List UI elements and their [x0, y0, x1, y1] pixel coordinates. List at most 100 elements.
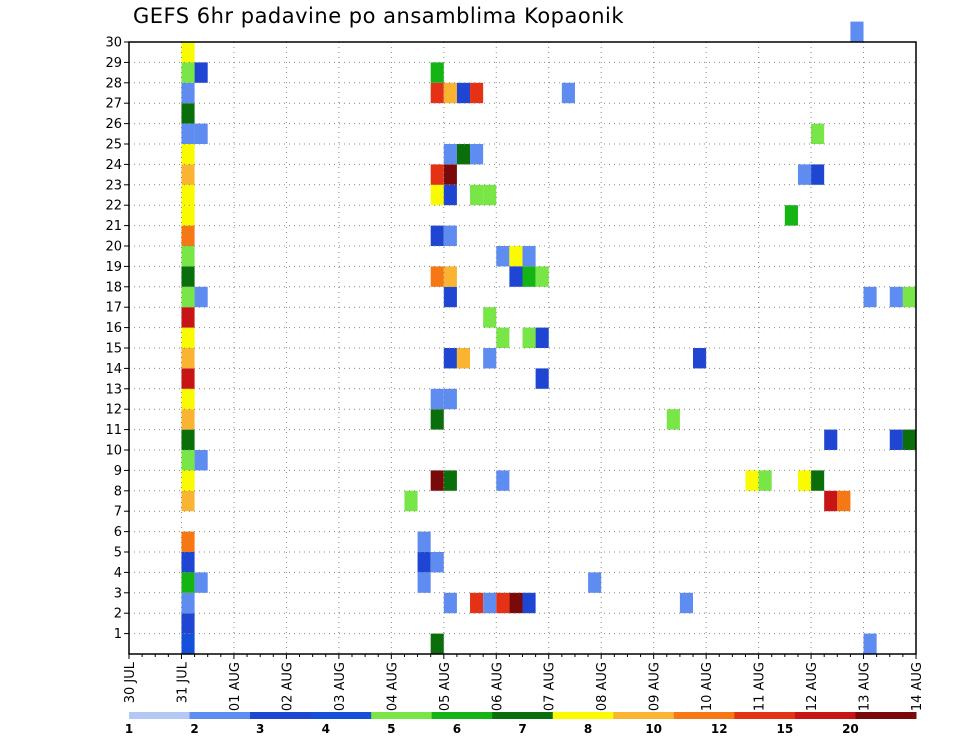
data-cell [824, 490, 838, 512]
colorbar-label: 3 [256, 722, 264, 736]
data-cell [181, 470, 195, 491]
data-cell [443, 388, 457, 410]
y-tick-label: 4 [114, 566, 122, 581]
data-cell [443, 144, 457, 165]
data-cell [181, 592, 195, 614]
x-tick-label: 30 JUL [123, 661, 138, 703]
y-tick-label: 28 [105, 76, 122, 91]
y-tick-label: 1 [114, 627, 122, 642]
data-cell [470, 592, 484, 614]
x-tick-label: 09 AUG [648, 662, 663, 711]
data-cell [181, 531, 195, 552]
data-cell [181, 307, 195, 328]
data-cell [758, 470, 772, 491]
data-cell [194, 286, 208, 308]
data-cell [194, 123, 208, 144]
data-cell [181, 633, 195, 654]
data-cell [181, 348, 195, 369]
y-tick-label: 20 [105, 240, 122, 255]
data-cell [797, 164, 812, 185]
data-cell [535, 327, 549, 348]
data-cell [863, 633, 877, 654]
data-cell [522, 246, 536, 267]
x-tick-label: 08 AUG [595, 662, 610, 711]
colorbar-segment [250, 712, 312, 719]
colorbar-segment [310, 712, 372, 719]
data-cell [181, 225, 195, 246]
data-cell [483, 307, 497, 328]
data-cell [430, 552, 444, 573]
y-tick-label: 30 [105, 36, 122, 51]
data-cell [456, 82, 471, 104]
data-cell [496, 246, 510, 267]
y-tick-label: 3 [114, 586, 122, 601]
data-cell [443, 184, 457, 206]
data-cell [811, 123, 825, 144]
data-cell [443, 266, 457, 287]
data-cell [181, 613, 195, 634]
colorbar-label: 7 [518, 722, 526, 736]
data-cell [456, 144, 471, 165]
data-cell [430, 633, 444, 654]
data-cell [181, 327, 195, 348]
colorbar-label: 1 [125, 722, 133, 736]
y-tick-label: 5 [114, 546, 122, 561]
data-cell [181, 82, 195, 104]
data-cell [194, 450, 208, 471]
y-tick-label: 22 [105, 199, 122, 214]
data-cell [181, 164, 195, 185]
colorbar-label: 4 [322, 722, 330, 736]
data-cell [181, 62, 195, 83]
colorbar-segment [189, 712, 251, 719]
data-cell [522, 327, 536, 348]
x-tick-label: 05 AUG [438, 662, 453, 711]
data-cell [470, 82, 484, 104]
data-cell [181, 42, 195, 63]
x-tick-label: 31 JUL [175, 661, 190, 703]
data-cell [181, 409, 195, 430]
colorbar-label: 8 [584, 722, 592, 736]
x-tick-label: 02 AUG [280, 662, 295, 711]
chart-title: GEFS 6hr padavine po ansamblima Kopaonik [133, 4, 625, 28]
y-tick-label: 21 [105, 219, 122, 234]
colorbar-label: 10 [645, 722, 662, 736]
data-cells-layer [181, 21, 916, 654]
data-cell [509, 592, 523, 614]
y-tick-label: 8 [114, 484, 122, 499]
data-cell [588, 572, 602, 593]
data-cell [430, 266, 444, 287]
data-cell [483, 592, 497, 614]
data-cell [430, 225, 444, 246]
data-cell [417, 572, 431, 593]
data-cell [797, 470, 812, 491]
data-cell [430, 164, 444, 185]
data-cell [430, 82, 444, 104]
data-cell [863, 286, 877, 308]
colorbar-label: 12 [711, 722, 728, 736]
y-tick-label: 19 [105, 260, 122, 275]
data-cell [496, 470, 510, 491]
y-tick-label: 17 [105, 301, 122, 316]
data-cell [784, 205, 798, 226]
data-cell [509, 266, 523, 287]
colorbar-label: 15 [776, 722, 793, 736]
y-tick-label: 24 [105, 158, 122, 173]
colorbar-segment [613, 712, 675, 719]
y-tick-label: 6 [114, 525, 122, 540]
data-cell [496, 592, 510, 614]
y-tick-label: 16 [105, 321, 122, 336]
data-cell [850, 21, 864, 42]
data-cell [181, 246, 195, 267]
axes-layer: 1234567891011121314151617181920212223242… [105, 36, 925, 712]
colorbar-label: 5 [387, 722, 395, 736]
x-tick-label: 04 AUG [385, 662, 400, 711]
data-cell [496, 327, 510, 348]
data-cell [889, 429, 903, 450]
x-tick-label: 06 AUG [490, 662, 505, 711]
data-cell [181, 123, 195, 144]
data-cell [181, 490, 195, 512]
x-tick-label: 14 AUG [910, 662, 925, 711]
data-cell [181, 368, 195, 389]
data-cell [443, 164, 457, 185]
